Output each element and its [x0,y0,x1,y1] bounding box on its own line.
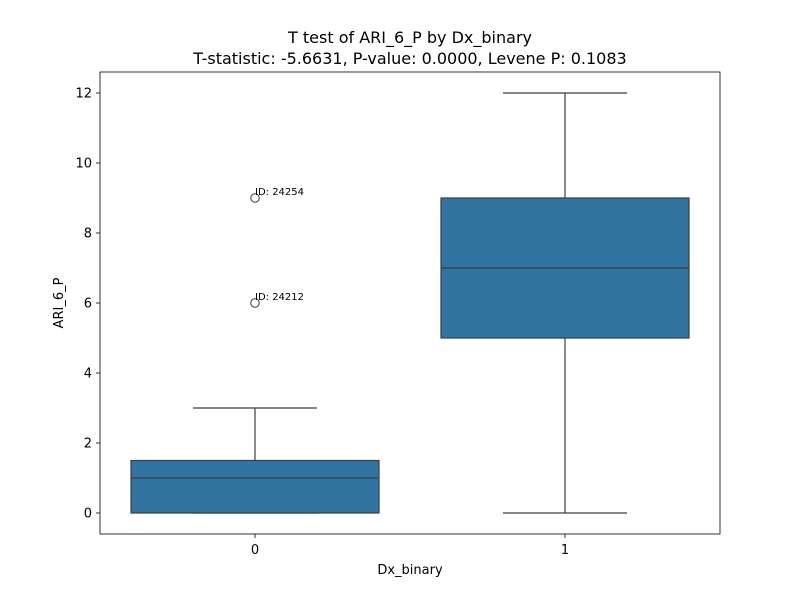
chart-title: T test of ARI_6_P by Dx_binary [287,28,532,48]
y-axis: 0 2 4 6 8 10 12 [75,87,100,522]
y-tick-label: 6 [84,297,92,312]
y-tick-label: 4 [84,367,92,382]
y-tick-label: 12 [75,87,92,102]
outlier-point [250,193,260,203]
outlier-label: ID: 24254 [255,187,304,198]
outlier-point [250,298,260,308]
y-tick-label: 2 [84,437,92,452]
box-iqr [130,459,380,514]
x-tick-label: 1 [561,543,569,558]
y-tick-label: 8 [84,227,92,242]
y-tick-label: 10 [75,157,92,172]
y-axis-label: ARI_6_P [52,277,67,328]
y-tick-label: 0 [84,507,92,522]
chart-subtitle: T-statistic: -5.6631, P-value: 0.0000, L… [192,49,626,68]
x-tick-label: 0 [251,543,259,558]
x-axis-label: Dx_binary [377,563,443,578]
outlier-label: ID: 24212 [255,292,304,303]
plot-frame [99,71,721,535]
plot-marks: ID: 24254 ID: 24212 [130,92,690,514]
